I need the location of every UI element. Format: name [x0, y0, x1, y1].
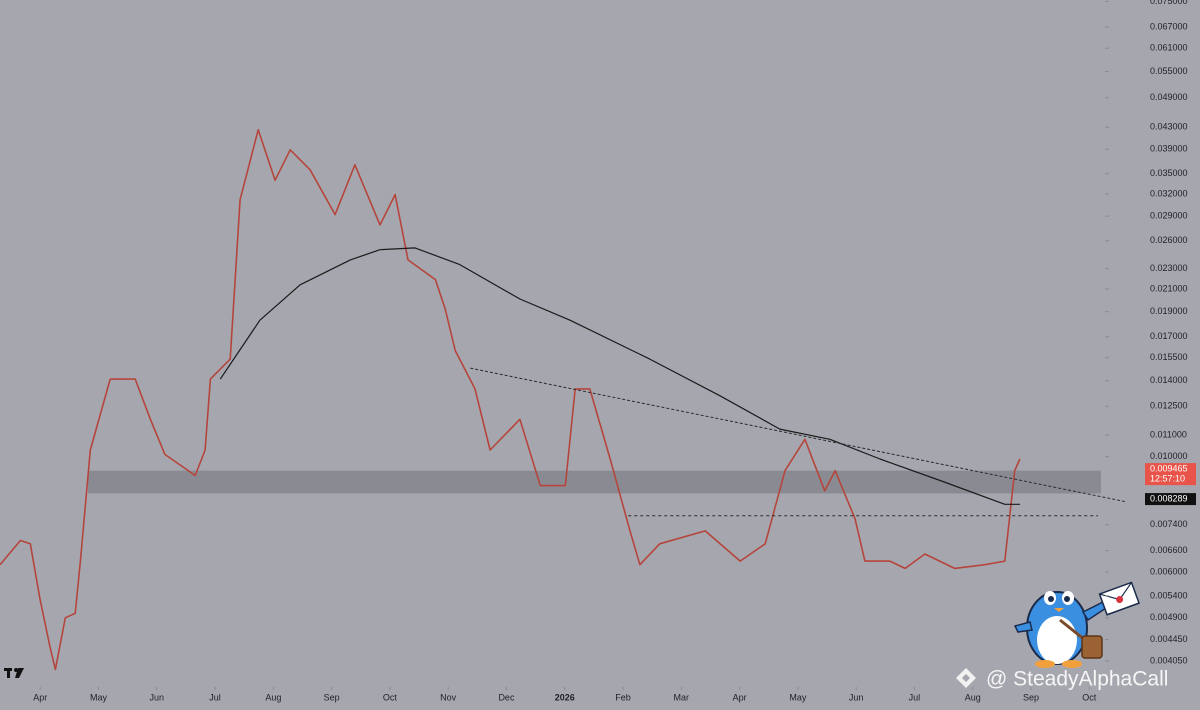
- y-tick-label: 0.021000: [1150, 283, 1188, 293]
- x-tick-label: Jul: [909, 692, 921, 702]
- x-tick-label: Oct: [383, 692, 398, 702]
- x-tick-label: Jul: [209, 692, 221, 702]
- logo: [4, 668, 24, 678]
- y-tick-label: 0.007400: [1150, 519, 1188, 529]
- x-tick-label: Jun: [849, 692, 864, 702]
- x-tick-label: Oct: [1082, 692, 1097, 702]
- trend-line: [470, 367, 1125, 503]
- y-tick-label: 0.010000: [1150, 451, 1188, 461]
- ma-price-label: 0.008289: [1150, 493, 1188, 503]
- y-tick-label: 0.055000: [1150, 66, 1188, 76]
- y-tick-label: 0.061000: [1150, 43, 1188, 53]
- y-tick-label: 0.004450: [1150, 634, 1188, 644]
- y-tick-label: 0.039000: [1150, 144, 1188, 154]
- countdown-label: 12:57:10: [1150, 473, 1185, 483]
- y-tick-label: 0.011000: [1150, 430, 1187, 440]
- x-tick-label: Sep: [1023, 692, 1039, 702]
- x-tick-label: Aug: [965, 692, 981, 702]
- y-tick-label: 0.075000: [1150, 0, 1188, 6]
- x-tick-label: Apr: [33, 692, 47, 702]
- current-price-box: [1145, 463, 1196, 486]
- x-tick-label: Jun: [150, 692, 165, 702]
- y-tick-label: 0.004050: [1150, 655, 1188, 665]
- x-tick-label: Sep: [324, 692, 340, 702]
- current-price-label: 0.009465: [1150, 463, 1188, 473]
- y-tick-label: 0.006000: [1150, 566, 1188, 576]
- y-tick-label: 0.029000: [1150, 211, 1188, 221]
- watermark-text: @ SteadyAlphaCall: [986, 668, 1168, 691]
- zone: [88, 470, 1101, 494]
- price-line: [0, 129, 1021, 671]
- plot-area: [0, 129, 1101, 671]
- y-tick-label: 0.015500: [1150, 352, 1188, 362]
- y-tick-label: 0.043000: [1150, 122, 1188, 132]
- y-tick-label: 0.012500: [1150, 401, 1188, 411]
- x-tick-label: 2026: [555, 692, 575, 702]
- moving-average-line: [219, 247, 1020, 505]
- y-tick-label: 0.017000: [1150, 331, 1188, 341]
- y-tick-label: 0.004900: [1150, 612, 1188, 622]
- y-tick-label: 0.067000: [1150, 21, 1188, 31]
- x-tick-label: Feb: [615, 692, 631, 702]
- y-tick-label: 0.023000: [1150, 263, 1188, 273]
- y-tick-label: 0.005400: [1150, 590, 1188, 600]
- x-tick-label: May: [789, 692, 807, 702]
- watermark: @ SteadyAlphaCall: [956, 668, 1168, 691]
- y-tick-label: 0.006600: [1150, 545, 1188, 555]
- y-tick-label: 0.049000: [1150, 92, 1188, 102]
- x-tick-label: Mar: [674, 692, 690, 702]
- y-tick-label: 0.032000: [1150, 188, 1188, 198]
- y-tick-label: 0.014000: [1150, 375, 1188, 385]
- mascot: [1013, 581, 1140, 668]
- x-tick-label: May: [90, 692, 108, 702]
- y-tick-label: 0.035000: [1150, 168, 1188, 178]
- y-tick-label: 0.019000: [1150, 306, 1188, 316]
- y-tick-label: 0.026000: [1150, 235, 1188, 245]
- x-tick-label: Dec: [498, 692, 515, 702]
- x-tick-label: Aug: [265, 692, 281, 702]
- ma-price-box: [1145, 493, 1196, 506]
- x-tick-label: Apr: [733, 692, 747, 702]
- x-tick-label: Nov: [440, 692, 457, 702]
